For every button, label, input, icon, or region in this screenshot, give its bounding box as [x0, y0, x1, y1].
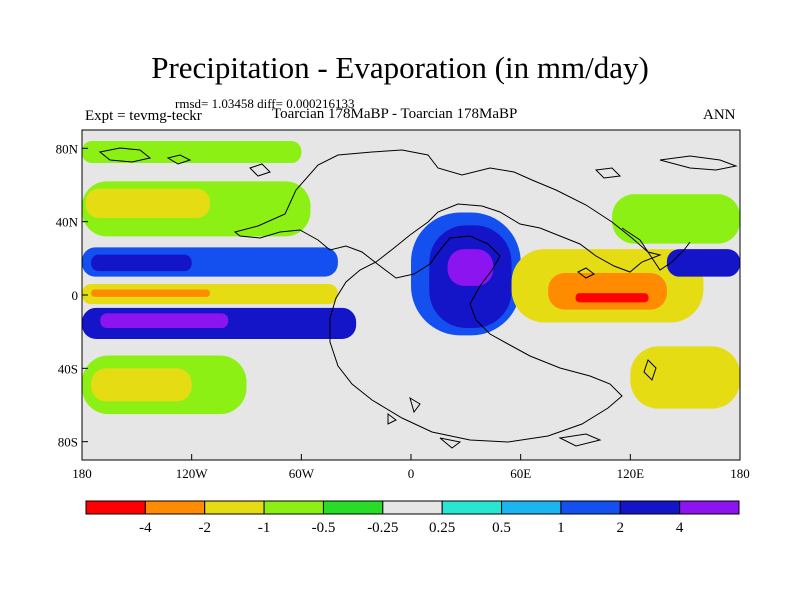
colorbar-label: 0.25 — [429, 520, 455, 536]
coastline-north-islands — [98, 147, 738, 179]
colorbar-label: -4 — [139, 520, 152, 536]
colorbar-swatch — [144, 500, 206, 515]
runs-label: Toarcian 178MaBP - Toarcian 178MaBP — [272, 106, 518, 122]
x-tick-label: 60E — [510, 466, 531, 481]
colorbar-swatch — [204, 500, 265, 515]
x-tick-label: 120W — [176, 466, 209, 481]
colorbar-label: 4 — [676, 520, 684, 536]
stats-subtitle: rmsd= 1.03458 diff= 0.000216133 — [175, 96, 355, 111]
y-tick-label: 0 — [72, 288, 79, 303]
field-regions — [82, 141, 740, 415]
colorbar-label: -2 — [198, 520, 211, 536]
colorbar-swatch — [441, 500, 503, 515]
season-label: ANN — [703, 107, 736, 123]
colorbar-label: 1 — [557, 520, 565, 536]
plot-area — [82, 130, 740, 460]
experiment-label: Expt = tevmg-teckr — [85, 108, 202, 124]
colorbar-swatch — [322, 500, 384, 515]
region-equatorial-wet-band — [82, 284, 338, 305]
region-arctic-band — [82, 141, 302, 163]
y-tick-label: 80N — [56, 141, 79, 156]
region-southern-storm-track-core — [91, 368, 192, 402]
region-equatorial-wet-core — [91, 289, 210, 297]
coastline-pangaea — [233, 149, 662, 443]
x-tick-label: 180 — [730, 466, 750, 481]
x-tick-label: 120E — [617, 466, 645, 481]
x-axis: 180 120W 60W 0 60E 120E 180 — [72, 454, 750, 481]
colorbar-swatch — [619, 500, 681, 515]
colorbar-label: -0.5 — [312, 520, 336, 536]
region-east-tropical-dry-band — [666, 249, 740, 277]
region-tethys-dry-max — [447, 249, 494, 286]
region-east-southern-wet — [630, 346, 740, 409]
coastlines — [98, 147, 738, 449]
x-tick-label: 180 — [72, 466, 92, 481]
colorbar: -4 -2 -1 -0.5 -0.25 0.25 0.5 1 2 4 — [85, 500, 740, 536]
colorbar-swatch — [679, 500, 740, 515]
region-panthalassa-wet-core — [548, 273, 667, 310]
colorbar-swatch — [263, 500, 324, 515]
colorbar-swatch — [560, 500, 621, 515]
colorbar-swatch — [501, 500, 562, 515]
colorbar-label: -1 — [258, 520, 271, 536]
y-axis: 80N 40N 0 40S 80S — [56, 141, 88, 450]
x-tick-label: 0 — [408, 466, 415, 481]
colorbar-swatch — [85, 500, 146, 515]
y-tick-label: 80S — [58, 435, 78, 450]
region-panthalassa-wet-max — [575, 293, 649, 303]
chart-title: Precipitation - Evaporation (in mm/day) — [151, 50, 649, 85]
x-tick-label: 60W — [289, 466, 315, 481]
colorbar-swatch — [382, 500, 443, 515]
y-tick-label: 40S — [58, 361, 78, 376]
region-east-northern-wet — [612, 194, 740, 244]
coastline-southern-islands — [387, 396, 602, 449]
coastline-east-arc — [577, 227, 691, 381]
colorbar-label: 2 — [617, 520, 625, 536]
region-south-tropical-dry-core — [100, 313, 229, 328]
region-north-tropical-dry-core — [91, 254, 192, 272]
colorbar-label: -0.25 — [367, 520, 398, 536]
y-tick-label: 40N — [56, 215, 79, 230]
colorbar-label: 0.5 — [492, 520, 511, 536]
region-north-pacific-storm-track-core — [85, 188, 210, 218]
